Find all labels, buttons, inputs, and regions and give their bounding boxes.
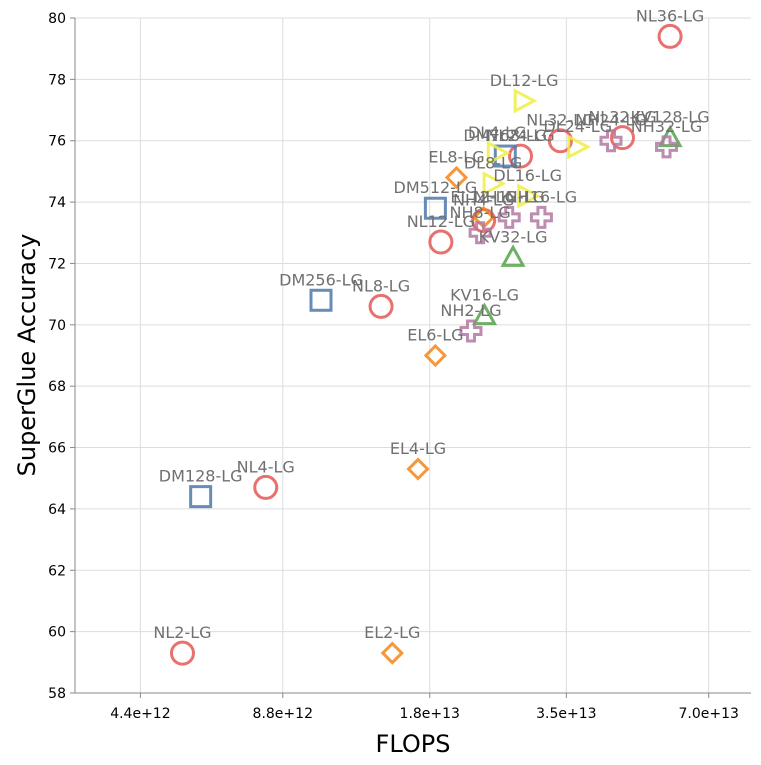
point-kv-marker bbox=[500, 244, 526, 267]
y-tick-label: 60 bbox=[48, 625, 66, 641]
point-labels: NL2-LGNL4-LGNL8-LGNL12-LGNH4-LGNL24-LGNL… bbox=[153, 6, 709, 642]
y-tick-label: 70 bbox=[48, 318, 66, 334]
point-label: NL36-LG bbox=[636, 6, 704, 25]
point-label: NH24-LG bbox=[575, 111, 646, 130]
point-el-marker bbox=[423, 343, 448, 368]
point-label: NL2-LG bbox=[153, 623, 211, 642]
point-nh-marker bbox=[655, 135, 679, 159]
point-el-marker bbox=[444, 165, 469, 190]
point-label: DL16-LG bbox=[493, 166, 562, 185]
x-tick-label: 8.8e+12 bbox=[253, 706, 313, 722]
x-axis-title: FLOPS bbox=[376, 730, 451, 758]
x-tick-label: 3.5e+13 bbox=[536, 706, 596, 722]
point-nl-marker bbox=[508, 143, 534, 169]
point-label: NL32-LG bbox=[588, 108, 656, 127]
point-nh-marker bbox=[599, 129, 623, 153]
point-label: DL24-LG bbox=[543, 117, 612, 136]
point-nh-marker bbox=[529, 205, 553, 229]
point-nh-marker bbox=[459, 319, 483, 343]
point-label: NH4-LG bbox=[453, 191, 514, 210]
y-tick-label: 58 bbox=[48, 686, 66, 702]
y-tick-label: 78 bbox=[48, 72, 66, 88]
point-nh-marker bbox=[497, 205, 521, 229]
point-label: NL32-LG bbox=[526, 111, 594, 130]
point-label: NH2-LG bbox=[440, 301, 501, 320]
point-label: NH8-LG bbox=[449, 203, 510, 222]
point-kv-marker bbox=[471, 302, 498, 326]
point-label: NH32-LG bbox=[631, 117, 702, 136]
point-dm-marker bbox=[493, 144, 517, 168]
point-nl-marker bbox=[657, 23, 683, 49]
y-tick-label: 66 bbox=[48, 441, 66, 457]
point-dl-marker bbox=[513, 88, 538, 114]
y-tick-label: 68 bbox=[48, 379, 66, 395]
y-tick-label: 74 bbox=[48, 195, 66, 211]
point-label: DM128-LG bbox=[159, 467, 243, 486]
point-label: NH16-LG bbox=[506, 187, 577, 206]
point-nl-marker bbox=[428, 229, 454, 255]
point-dl-marker bbox=[567, 134, 591, 160]
y-tick-label: 72 bbox=[48, 256, 66, 272]
point-label: DL12-LG bbox=[490, 71, 559, 90]
data-points bbox=[169, 23, 683, 666]
point-el-marker bbox=[406, 457, 430, 481]
point-label: NL4-LG bbox=[237, 457, 295, 476]
point-label: DM768-LG bbox=[463, 126, 547, 145]
point-label: KV32-LG bbox=[479, 227, 548, 246]
point-dl-marker bbox=[482, 171, 507, 197]
y-tick-label: 76 bbox=[48, 134, 66, 150]
point-dm-marker bbox=[423, 196, 447, 220]
point-label: DM256-LG bbox=[279, 270, 363, 289]
point-label: KV128-LG bbox=[631, 108, 710, 127]
point-nl-marker bbox=[169, 640, 195, 666]
point-label: NL24-LG bbox=[486, 126, 554, 145]
point-dm-marker bbox=[309, 288, 333, 312]
x-tick-label: 1.8e+13 bbox=[400, 706, 460, 722]
point-label: NL8-LG bbox=[352, 276, 410, 295]
point-label: EL4-LG bbox=[390, 439, 446, 458]
point-label: KV16-LG bbox=[450, 286, 519, 305]
point-label: EL8-LG bbox=[428, 148, 484, 167]
point-nl-marker bbox=[368, 293, 394, 319]
point-label: DL8-LG bbox=[464, 154, 523, 173]
gridlines bbox=[75, 17, 751, 694]
point-nl-marker bbox=[547, 128, 573, 154]
point-label: EL6-LG bbox=[407, 326, 463, 345]
x-tick-label: 7.0e+13 bbox=[679, 706, 739, 722]
point-nl-marker bbox=[253, 474, 279, 500]
point-label: DM512-LG bbox=[394, 178, 478, 197]
point-dl-marker bbox=[486, 140, 511, 166]
point-nh-marker bbox=[468, 221, 492, 245]
axes bbox=[74, 18, 751, 694]
point-nl-marker bbox=[609, 125, 635, 151]
y-tick-label: 80 bbox=[48, 11, 66, 27]
point-dm-marker bbox=[189, 485, 213, 509]
y-tick-label: 64 bbox=[48, 502, 66, 518]
point-label: EL2-LG bbox=[364, 623, 420, 642]
x-tick-label: 4.4e+12 bbox=[110, 706, 170, 722]
point-el-marker bbox=[380, 641, 404, 665]
y-axis-title: SuperGlue Accuracy bbox=[13, 234, 41, 477]
point-label: NL12-LG bbox=[407, 212, 475, 231]
point-dl-marker bbox=[517, 183, 541, 209]
y-tick-label: 62 bbox=[48, 563, 66, 579]
ticks: 58 60 62 64 66 68 70 72 74 76 78 80 4.4e+12 8.8e+12 1.… bbox=[48, 11, 739, 722]
point-label: EL12-LG bbox=[450, 187, 516, 206]
point-label: DL4-LG bbox=[468, 123, 527, 142]
point-label: NH12-LG bbox=[473, 187, 544, 206]
